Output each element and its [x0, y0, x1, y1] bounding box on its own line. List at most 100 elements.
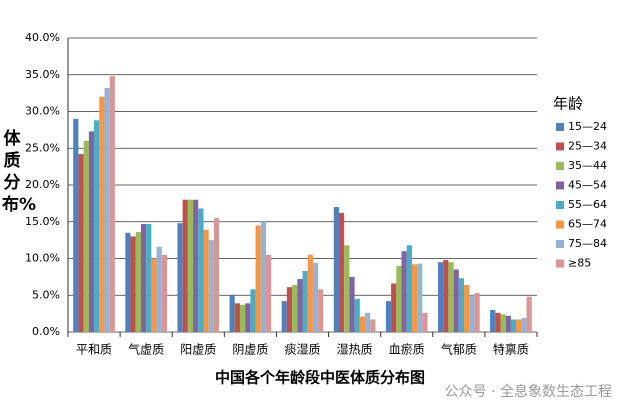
legend-label: 65—74	[568, 218, 607, 231]
legend-title: 年龄	[553, 95, 583, 113]
y-tick-label: 30.0%	[25, 105, 60, 118]
x-tick-label: 阳虚质	[180, 343, 216, 357]
x-tick-label: 湿热质	[337, 342, 373, 357]
y-tick-label: 25.0%	[25, 141, 60, 154]
bar	[83, 140, 89, 332]
bar	[338, 212, 345, 332]
bar	[208, 240, 214, 332]
bar	[130, 236, 136, 332]
bar	[99, 96, 105, 332]
bar	[458, 278, 465, 332]
bar	[448, 262, 454, 332]
bar	[443, 259, 449, 332]
bar	[385, 301, 392, 332]
bar	[234, 303, 240, 332]
bar	[177, 223, 183, 332]
legend-swatch	[556, 181, 564, 190]
bar	[490, 309, 496, 332]
bar	[349, 276, 355, 332]
bar	[286, 287, 293, 332]
bar	[437, 262, 444, 332]
bar	[187, 199, 194, 332]
bar	[500, 314, 506, 332]
bar	[359, 316, 366, 332]
y-tick-label: 15.0%	[25, 215, 60, 228]
bar	[292, 284, 298, 332]
y-tick-label: 10.0%	[25, 252, 60, 265]
x-tick-label: 气郁质	[441, 342, 477, 357]
bar	[109, 76, 115, 332]
x-tick-label: 特禀质	[493, 342, 529, 357]
bar	[516, 319, 522, 332]
bar	[505, 315, 511, 332]
bar	[161, 254, 168, 332]
bar	[396, 265, 402, 332]
bar	[78, 154, 84, 332]
bar	[88, 131, 95, 332]
bar	[474, 293, 480, 332]
bar	[469, 295, 475, 332]
bar	[495, 312, 501, 332]
bar	[406, 245, 412, 332]
legend-swatch	[556, 123, 564, 131]
legend-swatch	[556, 201, 564, 209]
bar	[307, 254, 313, 332]
bar	[302, 270, 308, 332]
bar	[198, 208, 204, 332]
legend-label: 55—64	[568, 198, 607, 211]
x-tick-label: 痰湿质	[284, 342, 320, 357]
bar	[151, 258, 157, 332]
bar	[255, 225, 261, 332]
bar	[526, 296, 532, 332]
bar	[94, 120, 100, 332]
y-tick-label: 5.0%	[32, 288, 60, 301]
bar	[344, 245, 350, 332]
watermark: 公众号 · 全息象数生态工程	[445, 383, 612, 400]
bar	[453, 269, 459, 332]
x-tick-label: 平和质	[76, 343, 112, 357]
bar	[135, 232, 141, 332]
bar	[312, 262, 319, 332]
bar	[182, 199, 188, 332]
bar	[156, 246, 162, 332]
y-axis-label: 体质分布%	[2, 129, 37, 215]
legend-swatch	[556, 162, 564, 170]
bar	[401, 251, 407, 332]
bar	[125, 232, 131, 332]
x-tick-label: 气虚质	[128, 342, 164, 357]
bar	[104, 87, 110, 332]
legend-label: 25—34	[568, 140, 607, 153]
bar	[417, 263, 423, 332]
x-tick-label: 阴虚质	[232, 343, 268, 357]
legend-swatch	[556, 240, 564, 248]
bar	[73, 118, 79, 332]
bar	[411, 264, 418, 332]
legend-label: 45—54	[568, 179, 607, 192]
bar	[213, 218, 220, 332]
bar	[250, 289, 256, 332]
bar	[229, 295, 235, 332]
legend-label: 15—24	[568, 120, 607, 133]
bar	[354, 298, 360, 332]
x-tick-label: 血瘀质	[389, 342, 425, 357]
legend-label: ≥85	[568, 257, 591, 270]
bar	[370, 319, 376, 332]
bar	[260, 221, 267, 332]
bar	[266, 254, 272, 332]
legend-label: 35—44	[568, 159, 607, 172]
bar	[281, 301, 287, 332]
y-tick-label: 0.0%	[32, 325, 60, 338]
y-tick-label: 40.0%	[25, 31, 60, 44]
bar	[333, 207, 339, 332]
bar	[146, 223, 152, 332]
bar	[464, 284, 470, 332]
bar	[391, 283, 397, 332]
y-tick-label: 35.0%	[25, 68, 60, 81]
bar	[203, 229, 209, 332]
bar	[521, 318, 527, 332]
bar	[239, 304, 246, 332]
legend-swatch	[556, 142, 564, 151]
chart-title: 中国各个年龄段中医体质分布图	[215, 369, 425, 387]
